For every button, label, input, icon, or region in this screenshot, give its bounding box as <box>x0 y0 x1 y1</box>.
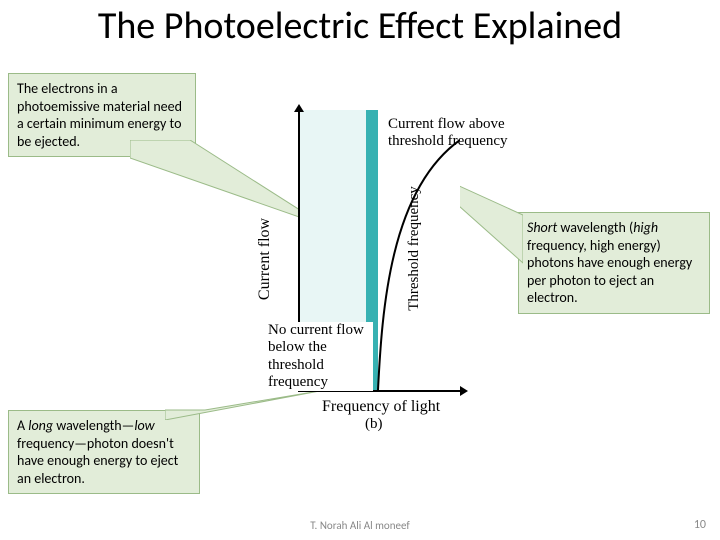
footer-author: T. Norah Ali Al moneef <box>0 519 720 532</box>
page-number: 10 <box>694 518 706 532</box>
threshold-label: Threshold frequency <box>406 186 423 311</box>
callout-long-wavelength: A long wavelength—low frequency—photon d… <box>8 410 200 494</box>
callout-short-wavelength: Short wavelength (high frequency, high e… <box>518 212 710 314</box>
callout-text: A long wavelength—low frequency—photon d… <box>17 417 178 487</box>
above-threshold-label: Current flow above threshold frequency <box>388 116 508 151</box>
chart: Current flow Threshold frequency Current… <box>270 100 510 430</box>
y-axis-arrow-icon <box>294 104 304 112</box>
slide-title: The Photoelectric Effect Explained <box>0 6 720 48</box>
x-axis-arrow-icon <box>460 386 468 396</box>
y-axis-label: Current flow <box>256 218 274 300</box>
below-threshold-label: No current flow below the threshold freq… <box>268 322 373 391</box>
x-axis-label: Frequency of light <box>322 398 440 416</box>
subfigure-label: (b) <box>365 416 383 433</box>
callout-text: Short wavelength (high frequency, high e… <box>527 219 692 306</box>
